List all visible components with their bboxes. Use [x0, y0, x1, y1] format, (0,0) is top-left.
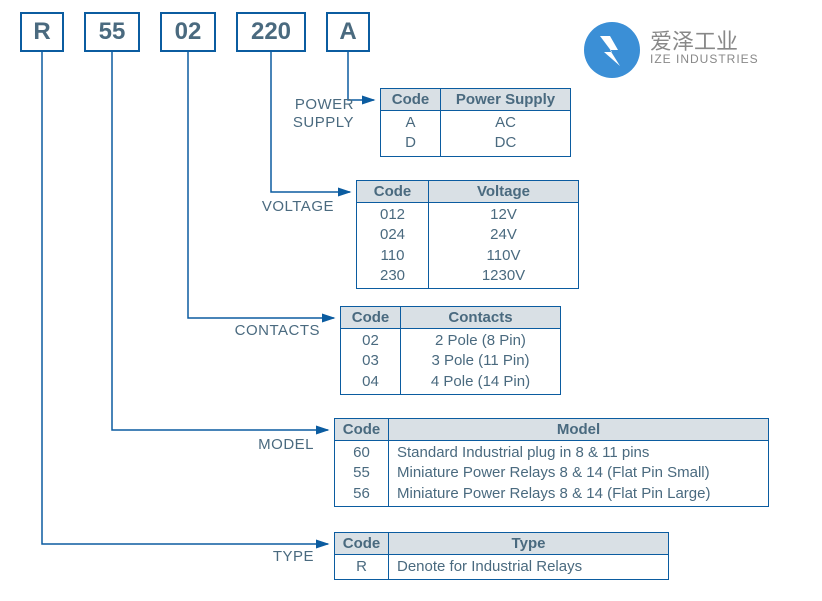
- table-cell: Denote for Industrial Relays: [389, 555, 669, 580]
- section-label: VOLTAGE: [238, 198, 334, 216]
- section-label: CONTACTS: [212, 322, 320, 340]
- code-box-1: 55: [84, 12, 140, 52]
- table-header: Voltage: [429, 181, 579, 203]
- code-box-3: 220: [236, 12, 306, 52]
- table-header: Code: [335, 419, 389, 441]
- table-cell: 012024110230: [357, 203, 429, 289]
- lookup-table: CodeVoltage01202411023012V24V110V1230V: [356, 180, 579, 289]
- table-cell: 12V24V110V1230V: [429, 203, 579, 289]
- table-header: Code: [335, 533, 389, 555]
- table-cell: AD: [381, 111, 441, 157]
- table-header: Type: [389, 533, 669, 555]
- lookup-table: CodePower SupplyADACDC: [380, 88, 571, 157]
- logo-mark-icon: [580, 18, 644, 82]
- table-cell: 020304: [341, 329, 401, 395]
- table-header: Model: [389, 419, 769, 441]
- table-cell: 605556: [335, 441, 389, 507]
- table-header: Contacts: [401, 307, 561, 329]
- table-header: Power Supply: [441, 89, 571, 111]
- table-cell: ACDC: [441, 111, 571, 157]
- table-cell: Standard Industrial plug in 8 & 11 pinsM…: [389, 441, 769, 507]
- section-label: MODEL: [242, 436, 314, 454]
- code-box-0: R: [20, 12, 64, 52]
- table-cell: R: [335, 555, 389, 580]
- code-box-4: A: [326, 12, 370, 52]
- brand-logo: [580, 18, 644, 87]
- logo-text-en: IZE INDUSTRIES: [650, 52, 759, 66]
- table-header: Code: [341, 307, 401, 329]
- table-header: Code: [357, 181, 429, 203]
- lookup-table: CodeContacts0203042 Pole (8 Pin)3 Pole (…: [340, 306, 561, 395]
- lookup-table: CodeTypeRDenote for Industrial Relays: [334, 532, 669, 580]
- table-cell: 2 Pole (8 Pin)3 Pole (11 Pin)4 Pole (14 …: [401, 329, 561, 395]
- code-box-2: 02: [160, 12, 216, 52]
- table-header: Code: [381, 89, 441, 111]
- section-label: TYPE: [258, 548, 314, 566]
- section-label: POWERSUPPLY: [262, 96, 354, 132]
- lookup-table: CodeModel605556Standard Industrial plug …: [334, 418, 769, 507]
